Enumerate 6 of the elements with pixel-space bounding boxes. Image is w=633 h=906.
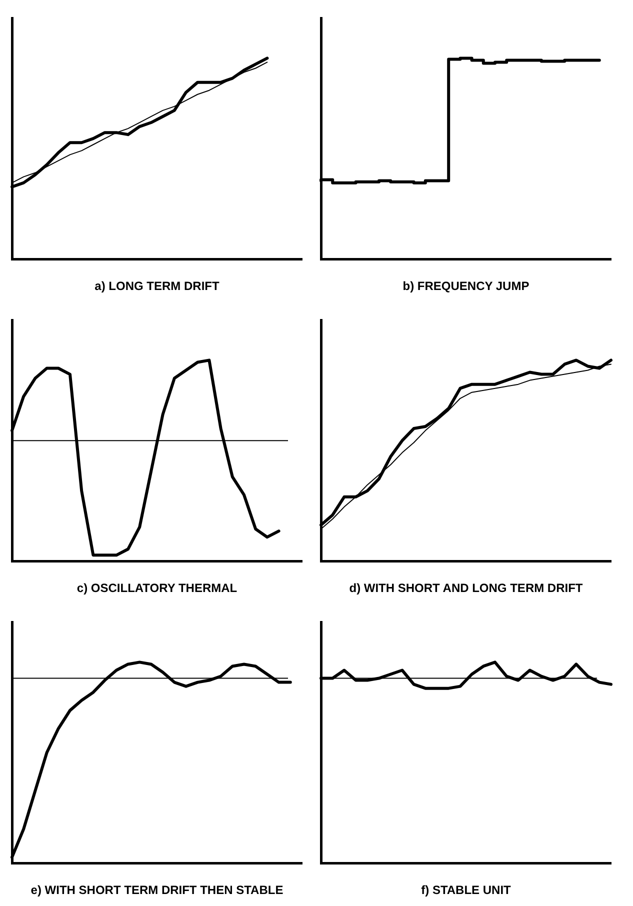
text: e) WITH SHORT TERM DRIFT THEN STABLE [30,883,284,898]
text: f) STABLE UNIT [421,883,512,898]
text: b) FREQUENCY JUMP [402,279,530,294]
text: c) OSCILLATORY THERMAL [76,581,238,596]
text: d) WITH SHORT AND LONG TERM DRIFT [349,581,584,596]
text: a) LONG TERM DRIFT [94,279,220,294]
